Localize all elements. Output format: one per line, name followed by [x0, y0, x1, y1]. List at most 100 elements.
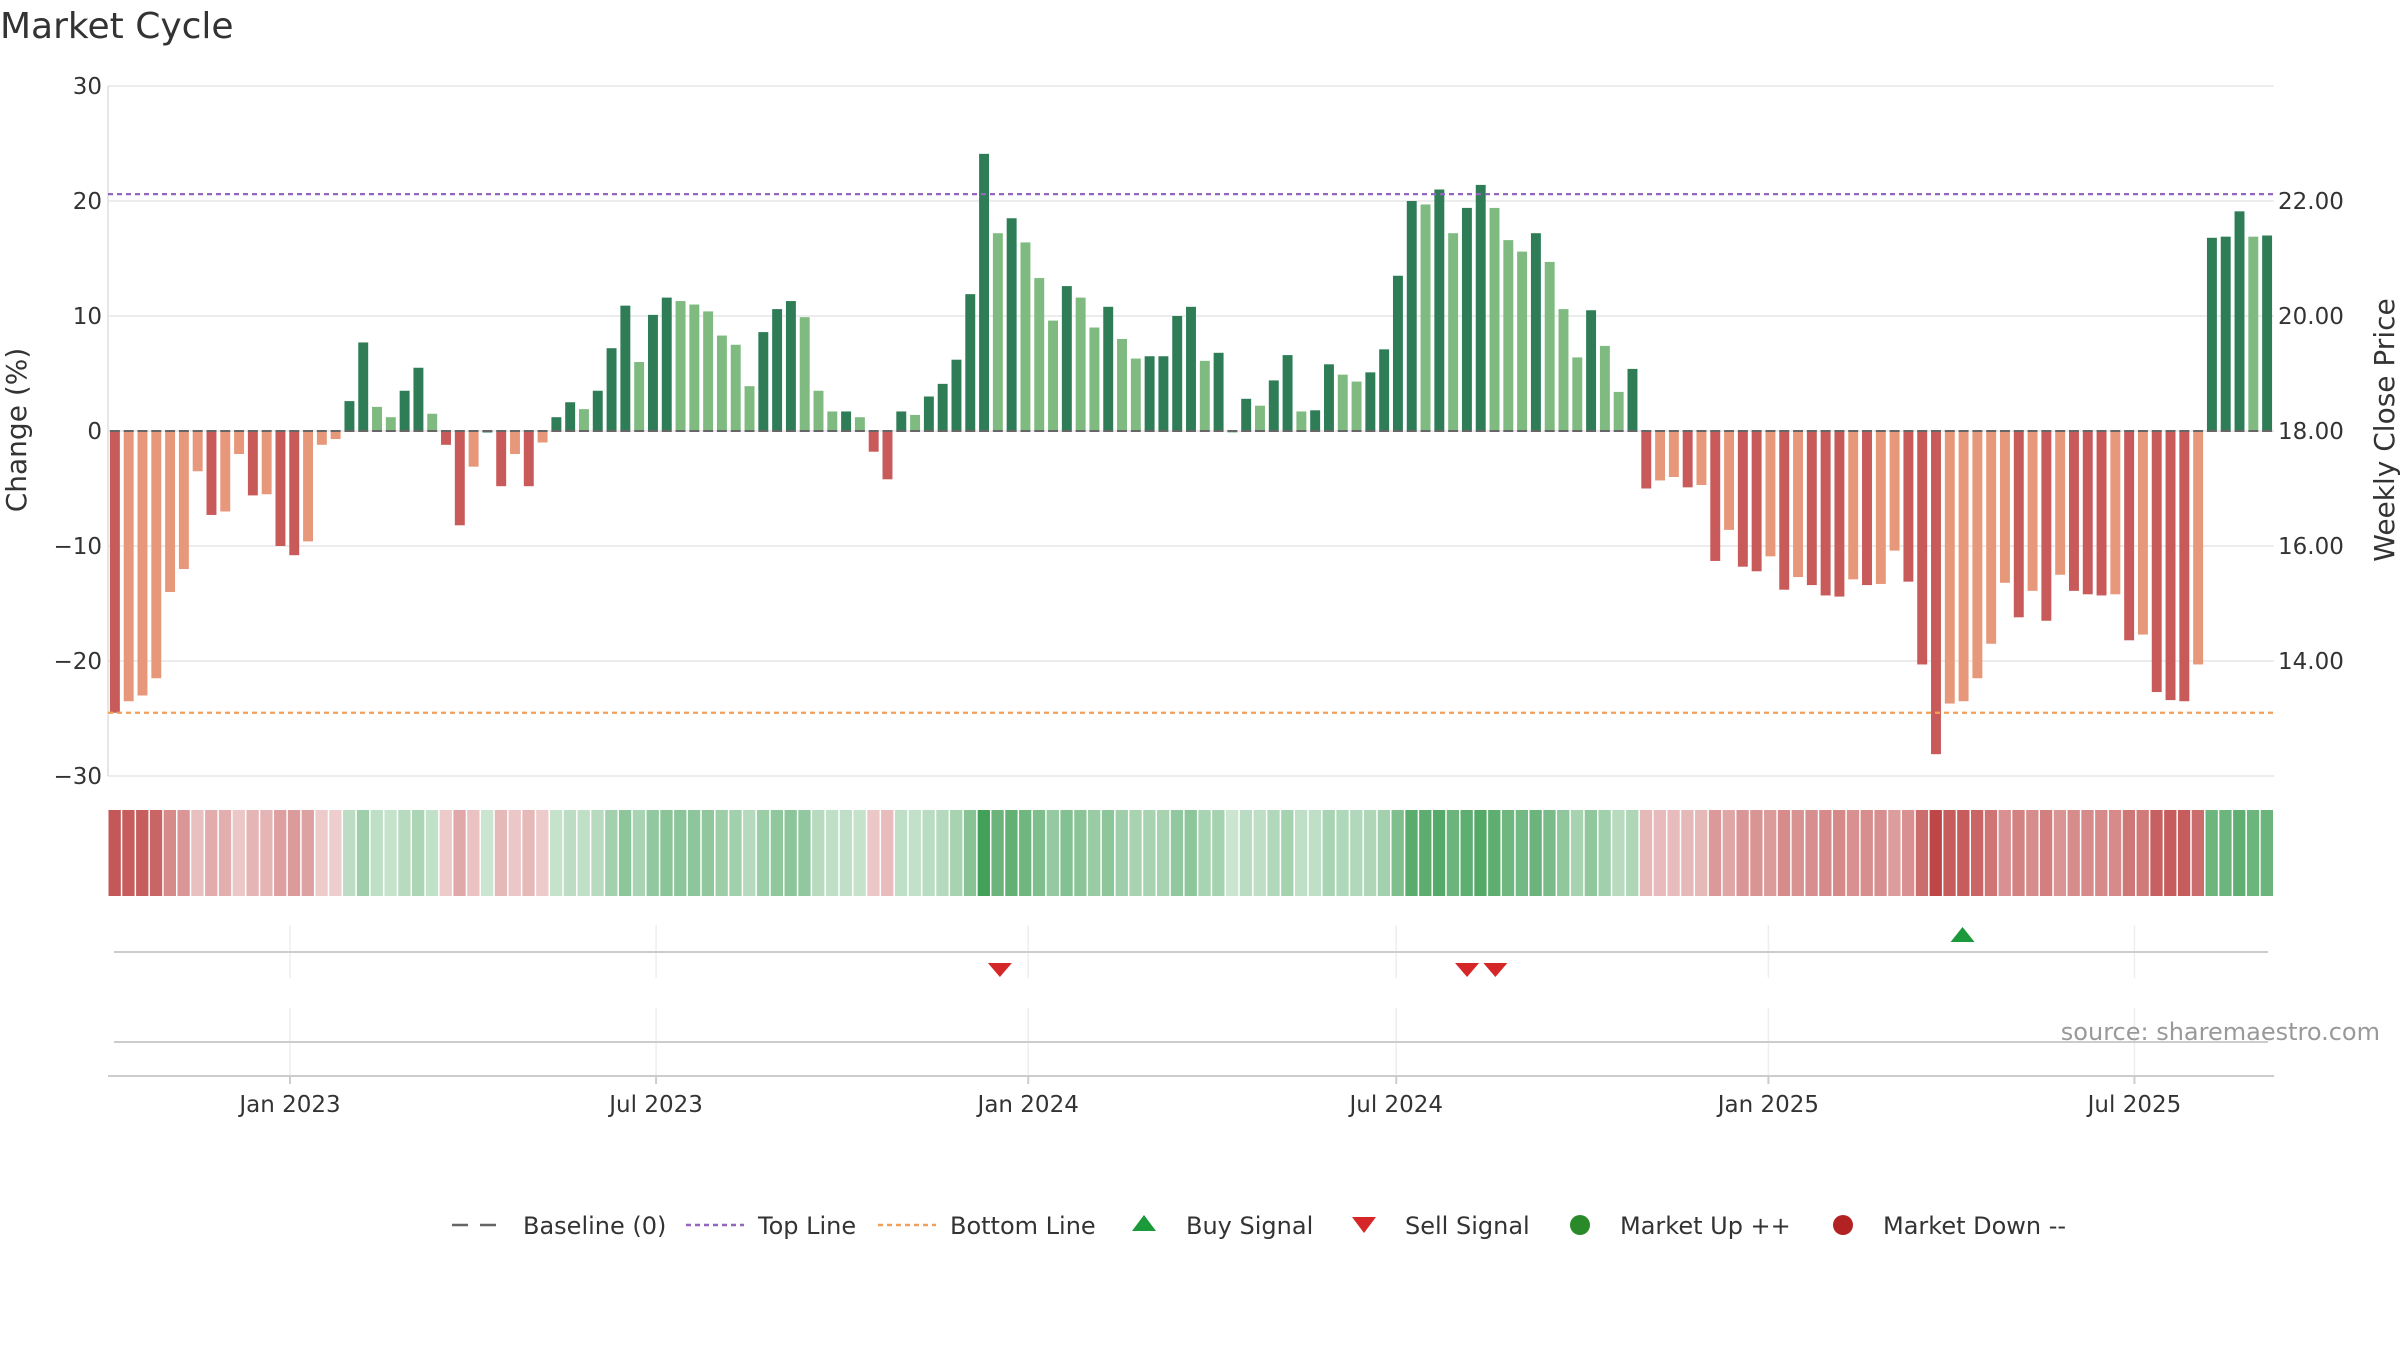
y-axis-left: 30 20 10 0 −10 −20 −30: [53, 74, 102, 790]
change-bar: [1530, 233, 1541, 431]
change-bar: [1958, 431, 1969, 702]
heat-cell: [1446, 810, 1460, 896]
y-axis-title: Change (%): [0, 348, 33, 513]
change-bar: [220, 431, 231, 512]
change-bar: [841, 411, 852, 431]
heat-cell: [605, 810, 618, 896]
heat-cell: [287, 810, 301, 896]
change-bar: [385, 417, 396, 431]
heat-cell: [1391, 810, 1404, 896]
signal-panel: [114, 925, 2268, 978]
heat-cell: [1060, 810, 1073, 896]
legend-label: Baseline (0): [523, 1212, 666, 1240]
change-bar: [1682, 431, 1693, 488]
change-bar: [1117, 339, 1127, 431]
change-bar: [1779, 431, 1790, 590]
y-tick-label: −10: [53, 534, 102, 560]
sell-signal-marker: [987, 963, 1012, 977]
y-tick-label: 0: [87, 419, 102, 445]
change-bar: [1351, 381, 1362, 431]
y2-axis-title: Weekly Close Price: [2368, 298, 2400, 561]
legend-item-buy: Buy Signal: [1132, 1212, 1313, 1240]
heat-cell: [2219, 810, 2232, 896]
change-bar: [1793, 431, 1803, 578]
heat-cell: [894, 810, 908, 896]
heat-cell: [274, 810, 287, 896]
heat-cell: [881, 810, 894, 896]
change-bar: [2193, 431, 2204, 665]
y-tick-label: −20: [53, 649, 102, 675]
change-bar: [1503, 240, 1514, 431]
heat-cell: [2081, 810, 2094, 896]
change-bar: [330, 431, 341, 440]
change-bar: [2041, 431, 2052, 621]
change-bar: [1862, 431, 1872, 586]
heat-cell: [1750, 810, 1763, 896]
heat-cell: [1846, 810, 1860, 896]
change-bar: [634, 362, 645, 431]
change-bar: [1255, 405, 1265, 431]
change-bar: [785, 301, 796, 431]
change-bar: [2179, 431, 2190, 702]
change-bar: [137, 431, 148, 696]
heat-cell: [1281, 810, 1294, 896]
heat-cell: [1557, 810, 1570, 896]
heat-cell: [1957, 810, 1970, 896]
change-bar: [716, 335, 727, 431]
legend-item-top: Top Line: [686, 1212, 856, 1240]
heat-cell: [301, 810, 314, 896]
change-bar: [1834, 431, 1845, 597]
y2-tick-label: 14.00: [2278, 649, 2344, 675]
heat-cell: [536, 810, 549, 896]
change-bar: [2165, 431, 2176, 701]
heat-cell: [577, 810, 590, 896]
change-bar: [1406, 201, 1417, 431]
x-tick-label: Jul 2024: [1347, 1092, 1443, 1118]
heat-cell: [343, 810, 356, 896]
heat-cell: [1101, 810, 1115, 896]
sell-signal-marker: [1455, 963, 1480, 977]
change-bar: [1517, 251, 1528, 431]
y-tick-label: 10: [73, 304, 102, 330]
heat-cell: [522, 810, 535, 896]
change-bar: [1641, 431, 1652, 489]
change-bar: [813, 390, 824, 431]
legend-item-down: Market Down --: [1833, 1212, 2066, 1240]
y2-tick-label: 16.00: [2278, 534, 2344, 560]
heat-cell: [687, 810, 701, 896]
heat-cell: [1170, 810, 1184, 896]
heat-cell: [632, 810, 646, 896]
change-bar: [109, 431, 120, 713]
change-bar: [2096, 431, 2107, 596]
change-bar: [372, 406, 382, 431]
change-bar: [703, 311, 714, 431]
change-bar: [923, 396, 934, 431]
heat-cell: [936, 810, 949, 896]
heat-cell: [1902, 810, 1915, 896]
heat-cell: [2246, 810, 2260, 896]
heat-cell: [812, 810, 825, 896]
change-bar: [1820, 431, 1831, 596]
heat-cell: [2095, 810, 2108, 896]
change-bar: [1475, 184, 1486, 431]
change-bar: [551, 417, 562, 431]
change-bar: [1931, 431, 1941, 755]
change-bar: [799, 317, 810, 431]
change-bar: [206, 431, 217, 515]
change-bar: [1186, 306, 1196, 431]
heat-cell: [1736, 810, 1749, 896]
heat-cell: [1695, 810, 1708, 896]
heat-cell: [1570, 810, 1584, 896]
heat-cell: [1777, 810, 1791, 896]
change-bar: [1144, 356, 1155, 431]
heat-cell: [1515, 810, 1529, 896]
heat-cell: [563, 810, 577, 896]
change-bar: [1586, 310, 1597, 431]
heat-cell: [756, 810, 770, 896]
change-bar: [1075, 297, 1086, 431]
heat-cell: [508, 810, 521, 896]
heat-cell: [963, 810, 977, 896]
change-bar: [1765, 431, 1776, 557]
heat-cell: [1267, 810, 1280, 896]
heat-cell: [591, 810, 604, 896]
